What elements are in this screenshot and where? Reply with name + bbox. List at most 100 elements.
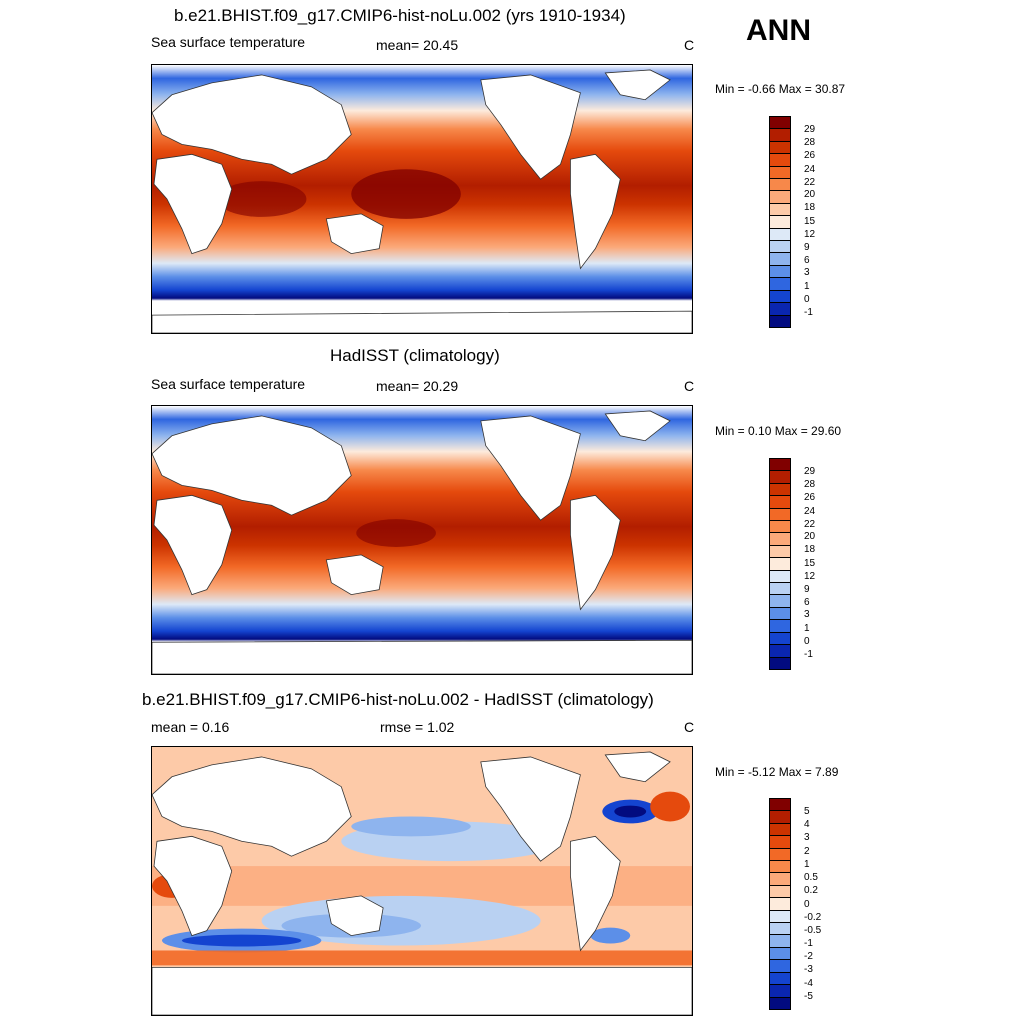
panel-2-unit: C <box>684 378 695 394</box>
colorbar-label: 26 <box>804 150 816 161</box>
colorbar-label: 15 <box>804 216 816 227</box>
panel-2-map <box>151 405 693 675</box>
colorbar-label: -4 <box>804 978 813 989</box>
colorbar-label: 28 <box>804 137 816 148</box>
colorbar-label: -5 <box>804 991 813 1002</box>
colorbar-swatch <box>770 241 790 254</box>
colorbar-swatch <box>770 799 790 812</box>
colorbar-label: 0.2 <box>804 885 818 896</box>
colorbar-swatch <box>770 471 790 484</box>
colorbar-label: -3 <box>804 964 813 975</box>
colorbar-label: 5 <box>804 806 810 817</box>
panel-3-rmse: rmse = 1.02 <box>380 719 455 735</box>
colorbar-swatch <box>770 811 790 824</box>
colorbar-swatch <box>770 508 790 522</box>
colorbar-label: 18 <box>804 544 816 555</box>
colorbar-label: 3 <box>804 267 810 278</box>
colorbar-swatch <box>770 483 790 497</box>
colorbar-label: 12 <box>804 229 816 240</box>
colorbar-swatch <box>770 823 790 837</box>
panel-2-left-label: Sea surface temperature <box>151 376 306 392</box>
season-label: ANN <box>746 14 811 47</box>
colorbar-swatch <box>770 290 790 304</box>
panel-1-minmax: Min = -0.66 Max = 30.87 <box>715 82 846 96</box>
colorbar-swatch <box>770 620 790 633</box>
colorbar-label: 1 <box>804 623 810 634</box>
panel-3-unit: C <box>684 719 695 735</box>
colorbar-swatch <box>770 595 790 608</box>
colorbar-label: 9 <box>804 242 810 253</box>
colorbar-label: -2 <box>804 951 813 962</box>
colorbar-label: 1 <box>804 281 810 292</box>
panel-2-title: HadISST (climatology) <box>330 346 500 365</box>
panel-2-mean: mean= 20.29 <box>376 378 459 394</box>
colorbar-label: 4 <box>804 819 810 830</box>
colorbar-swatch <box>770 166 790 180</box>
colorbar-swatch <box>770 521 790 534</box>
colorbar-swatch <box>770 960 790 973</box>
colorbar-label: 22 <box>804 519 816 530</box>
colorbar-swatch <box>770 303 790 316</box>
panel-1-unit: C <box>684 37 695 53</box>
colorbar-label: -1 <box>804 938 813 949</box>
colorbar-label: 15 <box>804 558 816 569</box>
colorbar-label: -0.2 <box>804 912 822 923</box>
colorbar-swatch <box>770 861 790 874</box>
colorbar-label: 1 <box>804 859 810 870</box>
colorbar-swatch <box>770 657 790 669</box>
panel-3-minmax: Min = -5.12 Max = 7.89 <box>715 765 839 779</box>
colorbar-swatch <box>770 947 790 961</box>
colorbar-swatch <box>770 459 790 472</box>
colorbar-label: 22 <box>804 177 816 188</box>
colorbar-swatch <box>770 583 790 596</box>
colorbar-swatch <box>770 836 790 849</box>
colorbar-swatch <box>770 607 790 621</box>
colorbar-swatch <box>770 570 790 584</box>
colorbar-swatch <box>770 848 790 862</box>
colorbar-swatch <box>770 972 790 986</box>
colorbar-label: -1 <box>804 307 813 318</box>
colorbar-swatch <box>770 923 790 936</box>
panel-2-minmax: Min = 0.10 Max = 29.60 <box>715 424 842 438</box>
colorbar-swatch <box>770 632 790 646</box>
colorbar-swatch <box>770 873 790 886</box>
colorbar-label: 3 <box>804 832 810 843</box>
colorbar-swatch <box>770 645 790 658</box>
colorbar-swatch <box>770 216 790 229</box>
colorbar-label: 9 <box>804 584 810 595</box>
colorbar-swatch <box>770 179 790 192</box>
colorbar-label: 0 <box>804 899 810 910</box>
panel-1-left-label: Sea surface temperature <box>151 34 306 50</box>
colorbar-label: 3 <box>804 609 810 620</box>
colorbar-swatch <box>770 117 790 130</box>
panel-3-title: b.e21.BHIST.f09_g17.CMIP6-hist-noLu.002 … <box>142 690 654 709</box>
colorbar-label: -1 <box>804 649 813 660</box>
colorbar-label: 6 <box>804 597 810 608</box>
colorbar-swatch <box>770 496 790 509</box>
colorbar-swatch <box>770 228 790 242</box>
colorbar-label: -0.5 <box>804 925 822 936</box>
colorbar-swatch <box>770 985 790 998</box>
panel-1-title: b.e21.BHIST.f09_g17.CMIP6-hist-noLu.002 … <box>174 6 626 25</box>
colorbar-label: 0.5 <box>804 872 818 883</box>
colorbar-swatch <box>770 141 790 155</box>
colorbar-swatch <box>770 203 790 217</box>
colorbar-label: 0 <box>804 636 810 647</box>
panel-3-mean: mean = 0.16 <box>151 719 230 735</box>
colorbar-label: 20 <box>804 531 816 542</box>
colorbar-label: 0 <box>804 294 810 305</box>
panel-1-map <box>151 64 693 334</box>
colorbar-label: 20 <box>804 189 816 200</box>
colorbar-label: 6 <box>804 255 810 266</box>
colorbar-swatch <box>770 935 790 948</box>
colorbar-swatch <box>770 315 790 327</box>
colorbar-label: 26 <box>804 492 816 503</box>
panel-3-map <box>151 746 693 1016</box>
colorbar-swatch <box>770 997 790 1009</box>
panel-3-colorbar <box>769 798 791 1010</box>
colorbar-swatch <box>770 885 790 899</box>
colorbar-label: 29 <box>804 466 816 477</box>
colorbar-swatch <box>770 278 790 291</box>
colorbar-label: 2 <box>804 846 810 857</box>
colorbar-swatch <box>770 545 790 559</box>
